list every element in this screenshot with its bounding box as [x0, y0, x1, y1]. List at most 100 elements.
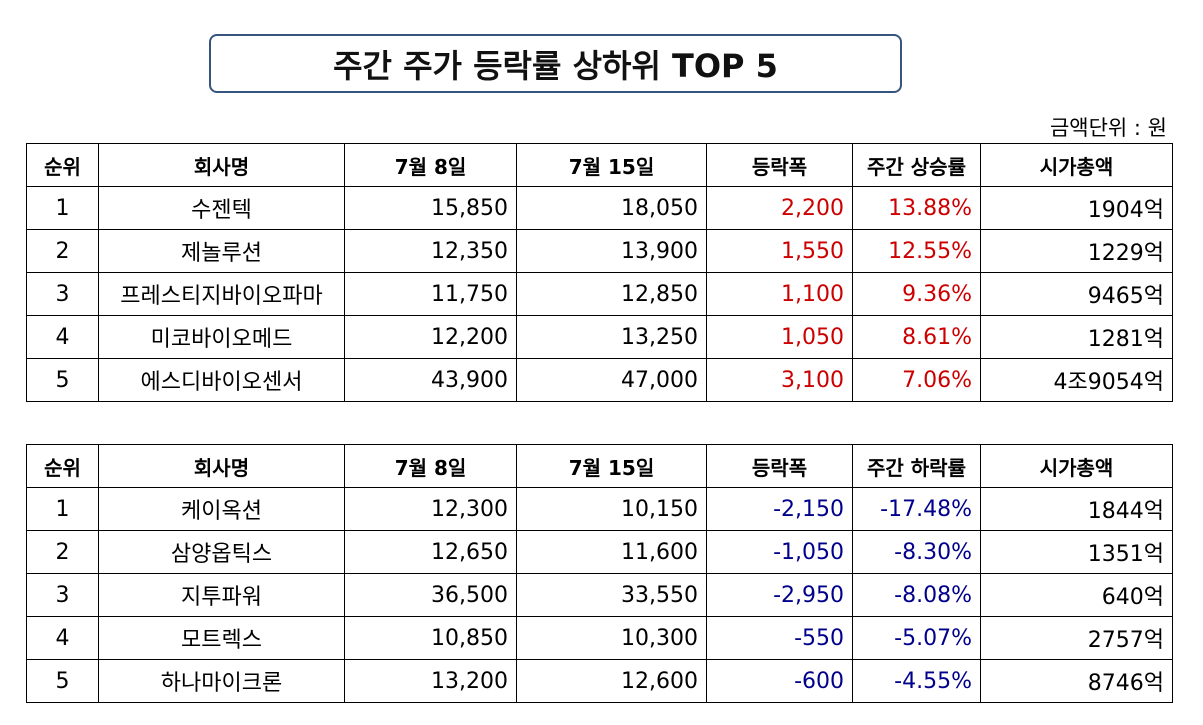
- cell-market-cap: 4조9054억: [980, 358, 1173, 402]
- cell-change: -2,150: [706, 487, 853, 531]
- cell-price-jul15: 11,600: [516, 530, 707, 574]
- cell-weekly-rate: -8.08%: [852, 573, 981, 617]
- table-row: 4 미코바이오메드 12,200 13,250 1,050 8.61% 1281억: [26, 315, 1173, 359]
- top-gainers-table: 순위 회사명 7월 8일 7월 15일 등락폭 주간 상승률 시가총액 1 수젠텍 15,850…: [26, 143, 1173, 402]
- header-company: 회사명: [98, 143, 345, 187]
- cell-price-jul8: 10,850: [344, 616, 517, 660]
- table-row: 2 제놀루션 12,350 13,900 1,550 12.55% 1229억: [26, 229, 1173, 273]
- cell-weekly-rate: 9.36%: [852, 272, 981, 316]
- cell-weekly-rate: -4.55%: [852, 659, 981, 703]
- table-row: 1 수젠텍 15,850 18,050 2,200 13.88% 1904억: [26, 186, 1173, 230]
- cell-change: -600: [706, 659, 853, 703]
- cell-market-cap: 2757억: [980, 616, 1173, 660]
- header-weekly-rate: 주간 상승률: [852, 143, 981, 187]
- cell-price-jul15: 10,150: [516, 487, 707, 531]
- table-row: 2 삼양옵틱스 12,650 11,600 -1,050 -8.30% 1351억: [26, 530, 1173, 574]
- cell-weekly-rate: 8.61%: [852, 315, 981, 359]
- cell-weekly-rate: -5.07%: [852, 616, 981, 660]
- cell-company: 프레스티지바이오파마: [98, 272, 345, 316]
- cell-price-jul8: 15,850: [344, 186, 517, 230]
- header-rank: 순위: [26, 143, 99, 187]
- cell-price-jul15: 12,600: [516, 659, 707, 703]
- cell-company: 수젠텍: [98, 186, 345, 230]
- cell-price-jul8: 43,900: [344, 358, 517, 402]
- cell-company: 하나마이크론: [98, 659, 345, 703]
- cell-price-jul8: 12,200: [344, 315, 517, 359]
- cell-weekly-rate: 12.55%: [852, 229, 981, 273]
- cell-change: 1,050: [706, 315, 853, 359]
- cell-company: 케이옥션: [98, 487, 345, 531]
- cell-rank: 2: [26, 229, 99, 273]
- cell-market-cap: 1351억: [980, 530, 1173, 574]
- page-title: 주간 주가 등락률 상하위 TOP 5: [209, 34, 902, 93]
- header-change: 등락폭: [706, 444, 853, 488]
- cell-price-jul15: 47,000: [516, 358, 707, 402]
- cell-market-cap: 640억: [980, 573, 1173, 617]
- cell-price-jul8: 36,500: [344, 573, 517, 617]
- cell-rank: 2: [26, 530, 99, 574]
- cell-price-jul8: 12,650: [344, 530, 517, 574]
- table-row: 5 에스디바이오센서 43,900 47,000 3,100 7.06% 4조9054억: [26, 358, 1173, 402]
- cell-company: 삼양옵틱스: [98, 530, 345, 574]
- header-price-jul15: 7월 15일: [516, 444, 707, 488]
- cell-price-jul8: 13,200: [344, 659, 517, 703]
- cell-change: 2,200: [706, 186, 853, 230]
- cell-weekly-rate: -17.48%: [852, 487, 981, 531]
- cell-company: 에스디바이오센서: [98, 358, 345, 402]
- cell-rank: 5: [26, 358, 99, 402]
- table-row: 1 케이옥션 12,300 10,150 -2,150 -17.48% 1844억: [26, 487, 1173, 531]
- cell-company: 모트렉스: [98, 616, 345, 660]
- header-market-cap: 시가총액: [980, 143, 1173, 187]
- header-market-cap: 시가총액: [980, 444, 1173, 488]
- cell-company: 제놀루션: [98, 229, 345, 273]
- cell-rank: 1: [26, 186, 99, 230]
- cell-company: 지투파워: [98, 573, 345, 617]
- unit-label: 금액단위 : 원: [1049, 116, 1167, 140]
- table-row: 4 모트렉스 10,850 10,300 -550 -5.07% 2757억: [26, 616, 1173, 660]
- cell-price-jul15: 13,900: [516, 229, 707, 273]
- header-change: 등락폭: [706, 143, 853, 187]
- table-header-row: 순위 회사명 7월 8일 7월 15일 등락폭 주간 하락률 시가총액: [26, 444, 1173, 488]
- cell-change: -2,950: [706, 573, 853, 617]
- cell-price-jul15: 13,250: [516, 315, 707, 359]
- cell-company: 미코바이오메드: [98, 315, 345, 359]
- cell-weekly-rate: -8.30%: [852, 530, 981, 574]
- header-price-jul15: 7월 15일: [516, 143, 707, 187]
- cell-price-jul15: 12,850: [516, 272, 707, 316]
- cell-rank: 4: [26, 616, 99, 660]
- cell-price-jul8: 12,350: [344, 229, 517, 273]
- cell-price-jul15: 10,300: [516, 616, 707, 660]
- cell-price-jul15: 33,550: [516, 573, 707, 617]
- cell-rank: 1: [26, 487, 99, 531]
- cell-change: 1,100: [706, 272, 853, 316]
- cell-rank: 3: [26, 573, 99, 617]
- cell-rank: 5: [26, 659, 99, 703]
- cell-market-cap: 1844억: [980, 487, 1173, 531]
- table-row: 3 프레스티지바이오파마 11,750 12,850 1,100 9.36% 9465억: [26, 272, 1173, 316]
- cell-rank: 3: [26, 272, 99, 316]
- cell-market-cap: 1281억: [980, 315, 1173, 359]
- cell-price-jul15: 18,050: [516, 186, 707, 230]
- cell-market-cap: 1229억: [980, 229, 1173, 273]
- header-company: 회사명: [98, 444, 345, 488]
- table-row: 5 하나마이크론 13,200 12,600 -600 -4.55% 8746억: [26, 659, 1173, 703]
- top-losers-table: 순위 회사명 7월 8일 7월 15일 등락폭 주간 하락률 시가총액 1 케이옥션 12,30…: [26, 444, 1173, 703]
- cell-change: -550: [706, 616, 853, 660]
- cell-weekly-rate: 13.88%: [852, 186, 981, 230]
- cell-price-jul8: 11,750: [344, 272, 517, 316]
- cell-price-jul8: 12,300: [344, 487, 517, 531]
- cell-change: -1,050: [706, 530, 853, 574]
- header-price-jul8: 7월 8일: [344, 143, 517, 187]
- table-row: 3 지투파워 36,500 33,550 -2,950 -8.08% 640억: [26, 573, 1173, 617]
- header-rank: 순위: [26, 444, 99, 488]
- cell-market-cap: 1904억: [980, 186, 1173, 230]
- header-price-jul8: 7월 8일: [344, 444, 517, 488]
- cell-market-cap: 9465억: [980, 272, 1173, 316]
- cell-change: 1,550: [706, 229, 853, 273]
- header-weekly-rate: 주간 하락률: [852, 444, 981, 488]
- cell-change: 3,100: [706, 358, 853, 402]
- cell-rank: 4: [26, 315, 99, 359]
- cell-weekly-rate: 7.06%: [852, 358, 981, 402]
- cell-market-cap: 8746억: [980, 659, 1173, 703]
- table-header-row: 순위 회사명 7월 8일 7월 15일 등락폭 주간 상승률 시가총액: [26, 143, 1173, 187]
